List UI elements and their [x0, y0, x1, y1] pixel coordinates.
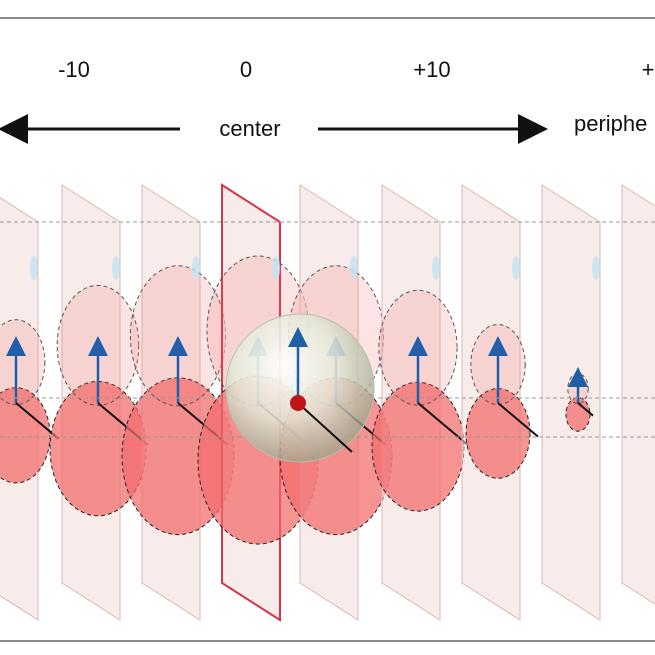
slice-7-ghost-mark	[512, 256, 520, 280]
slice-8-lower-lobe	[565, 397, 591, 432]
slice-9-plane	[621, 184, 655, 605]
slice-center-ghost-mark	[272, 256, 280, 280]
center-black-arrow	[297, 402, 353, 453]
periphery-label: periphe	[574, 111, 647, 136]
slice-7-lower-lobe	[465, 388, 531, 479]
offset-plus-partial-label: +	[642, 57, 655, 82]
slice-3-ghost-mark	[192, 256, 200, 280]
slice-8-black-arrow	[577, 402, 594, 417]
diagram-frame	[0, 17, 655, 642]
slice-6-ghost-mark	[432, 256, 440, 280]
offset-plus-10-label: +10	[413, 57, 450, 82]
atom-sphere	[225, 313, 375, 463]
nucleus-dot	[290, 395, 306, 411]
slice-1-ghost-mark	[30, 256, 38, 280]
slice-7-black-arrow	[497, 402, 539, 438]
slice-6-black-arrow	[417, 402, 469, 446]
center-label: center	[219, 116, 280, 141]
slice-planes	[0, 183, 655, 622]
slice-8-ghost-mark	[592, 256, 600, 280]
offset-0-label: 0	[240, 57, 252, 82]
slice-2-ghost-mark	[112, 256, 120, 280]
slice-5-ghost-mark	[350, 256, 358, 280]
slice-1-lower-lobe	[0, 387, 51, 484]
offset-minus-10-label: -10	[58, 57, 90, 82]
